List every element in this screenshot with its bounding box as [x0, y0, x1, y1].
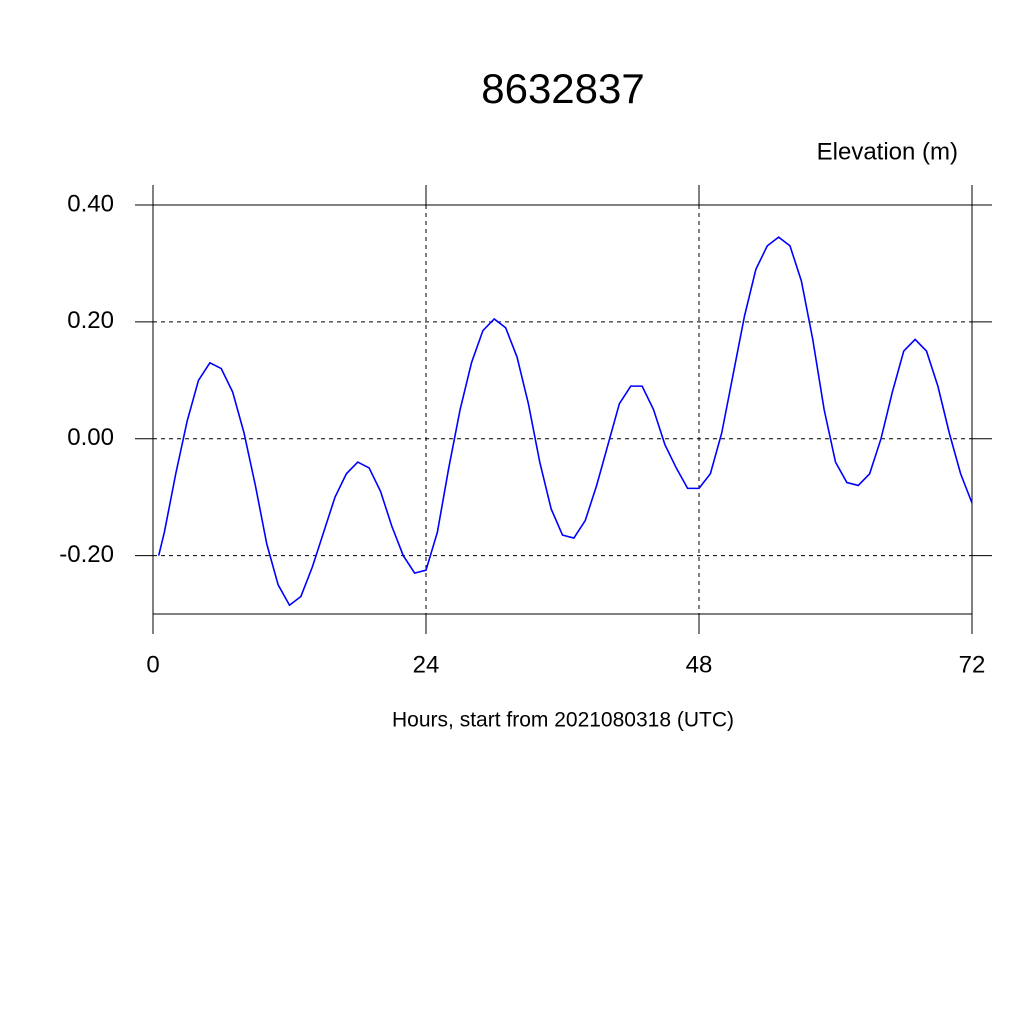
y-tick-label: 0.00	[67, 424, 114, 451]
x-tick-label: 72	[959, 651, 986, 678]
data-line	[157, 236, 973, 607]
x-tick-label: 48	[686, 651, 713, 678]
y-axis-label: Elevation (m)	[817, 138, 958, 165]
x-tick-label: 0	[146, 651, 159, 678]
y-tick-label: 0.40	[67, 190, 114, 217]
y-tick-label: -0.20	[59, 541, 114, 568]
x-axis-label: Hours, start from 2021080318 (UTC)	[392, 709, 734, 732]
y-tick-label: 0.20	[67, 307, 114, 334]
plot-frame	[152, 204, 973, 615]
chart-title: 8632837	[481, 65, 645, 112]
x-tick-label: 24	[413, 651, 440, 678]
